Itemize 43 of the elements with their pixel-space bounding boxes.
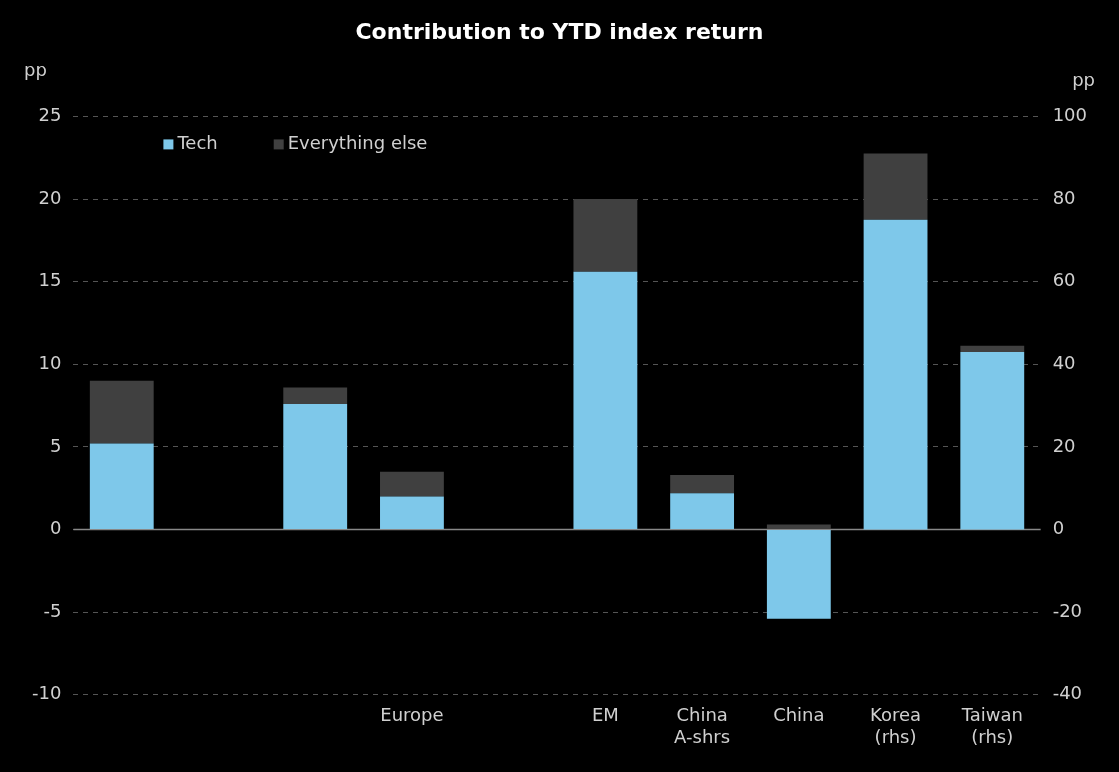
x-tick-label: Europe bbox=[380, 704, 444, 726]
x-tick-label: EM bbox=[591, 704, 619, 726]
bar bbox=[89, 380, 154, 444]
bar bbox=[863, 219, 928, 530]
x-tick-label: China A-shrs bbox=[674, 704, 731, 747]
bar bbox=[283, 387, 348, 404]
y-tick-label: 0 bbox=[49, 517, 62, 539]
y-tick-label: -5 bbox=[43, 599, 62, 621]
y-tick-label: 10 bbox=[38, 351, 62, 373]
y2-tick-label: 0 bbox=[1052, 517, 1065, 539]
y-axis-title: pp bbox=[24, 59, 47, 81]
bar bbox=[573, 199, 638, 272]
chart-title: Contribution to YTD index return bbox=[355, 18, 764, 44]
y-tick-label: 20 bbox=[38, 186, 62, 208]
y-tick-label: 5 bbox=[49, 434, 62, 456]
bar bbox=[283, 403, 348, 530]
y2-axis-title: pp bbox=[1072, 69, 1095, 91]
bar bbox=[960, 345, 1025, 352]
bar bbox=[863, 153, 928, 220]
bar bbox=[670, 493, 735, 530]
y2-tick-label: 80 bbox=[1052, 186, 1076, 208]
legend-label: Everything else bbox=[287, 132, 428, 154]
y-tick-label: 25 bbox=[38, 104, 62, 126]
bar bbox=[380, 496, 444, 530]
bar bbox=[960, 351, 1025, 530]
bar bbox=[573, 271, 638, 530]
y2-tick-label: 40 bbox=[1052, 351, 1076, 373]
x-tick-label: Taiwan (rhs) bbox=[960, 704, 1023, 747]
legend-label: Tech bbox=[176, 132, 218, 154]
y2-tick-label: 60 bbox=[1052, 269, 1076, 291]
y2-tick-label: 100 bbox=[1052, 104, 1087, 126]
x-tick-label: Korea (rhs) bbox=[870, 704, 922, 747]
y2-tick-label: -40 bbox=[1052, 682, 1083, 704]
y2-tick-label: -20 bbox=[1052, 599, 1083, 621]
y2-tick-label: 20 bbox=[1052, 434, 1076, 456]
y-tick-label: 15 bbox=[38, 269, 62, 291]
x-tick-label: China bbox=[773, 704, 825, 726]
bar bbox=[766, 530, 831, 619]
bar bbox=[380, 471, 444, 497]
bar bbox=[89, 443, 154, 530]
bar bbox=[766, 524, 831, 530]
bar bbox=[670, 475, 735, 494]
y-tick-label: -10 bbox=[31, 682, 62, 704]
